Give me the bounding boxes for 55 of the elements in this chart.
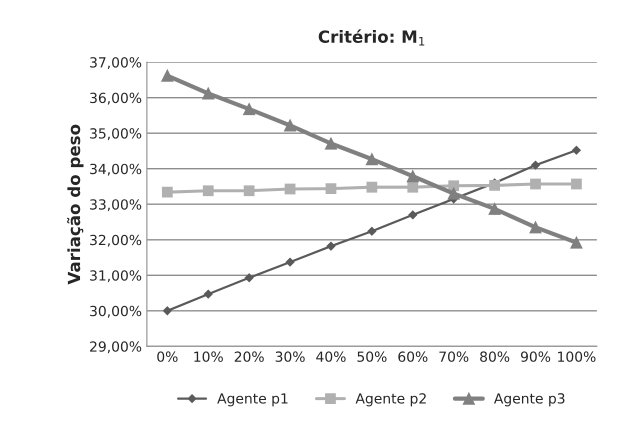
x-tick-label: 10% — [194, 351, 223, 362]
point — [202, 185, 214, 196]
point — [407, 182, 418, 193]
point — [204, 290, 213, 299]
x-tick-label: 100% — [558, 351, 596, 362]
x-tick-label: 70% — [439, 351, 468, 362]
legend-label: Agente p1 — [217, 393, 288, 406]
point — [324, 137, 338, 150]
point — [366, 182, 378, 193]
chart-title: Critério: M$_{1}$ — [318, 29, 424, 46]
point — [488, 202, 501, 215]
x-tick-label: 80% — [480, 351, 510, 362]
point — [326, 183, 336, 194]
x-tick-label: 20% — [234, 351, 264, 362]
point — [530, 178, 541, 190]
y-tick-label: 32,00% — [90, 234, 142, 247]
y-axis-title: Variação do peso — [67, 124, 84, 284]
point — [572, 146, 581, 155]
y-tick-label: 34,00% — [90, 164, 142, 176]
x-tick-label: 30% — [276, 351, 305, 362]
point — [571, 178, 582, 190]
y-tick-label: 36,00% — [90, 92, 142, 105]
point — [244, 273, 254, 282]
legend-label: Agente p3 — [494, 393, 564, 406]
point — [202, 87, 214, 100]
x-tick-label: 50% — [358, 351, 387, 362]
y-tick-label: 29,00% — [90, 341, 142, 354]
point — [408, 210, 418, 220]
point — [489, 180, 500, 191]
point — [406, 170, 419, 182]
y-tick-label: 35,00% — [90, 128, 142, 140]
point — [529, 221, 542, 234]
y-tick-label: 31,00% — [90, 270, 142, 282]
point — [448, 188, 460, 200]
point — [162, 186, 173, 198]
point — [244, 185, 255, 196]
y-tick-label: 37,00% — [90, 57, 142, 70]
x-tick-label: 40% — [316, 351, 346, 362]
x-tick-label: 60% — [398, 351, 428, 362]
point — [243, 102, 256, 116]
point — [161, 70, 174, 82]
point — [286, 258, 295, 267]
x-tick-label: 0% — [157, 351, 178, 362]
legend-label: Agente p2 — [356, 393, 426, 406]
point — [366, 153, 378, 166]
point — [162, 306, 172, 316]
point — [367, 226, 376, 236]
point — [531, 160, 540, 170]
y-tick-label: 30,00% — [90, 306, 142, 318]
point — [284, 184, 296, 194]
x-tick-label: 90% — [520, 351, 550, 362]
y-tick-label: 33,00% — [90, 199, 142, 212]
point — [284, 119, 296, 132]
point — [570, 236, 582, 249]
point — [326, 242, 336, 251]
